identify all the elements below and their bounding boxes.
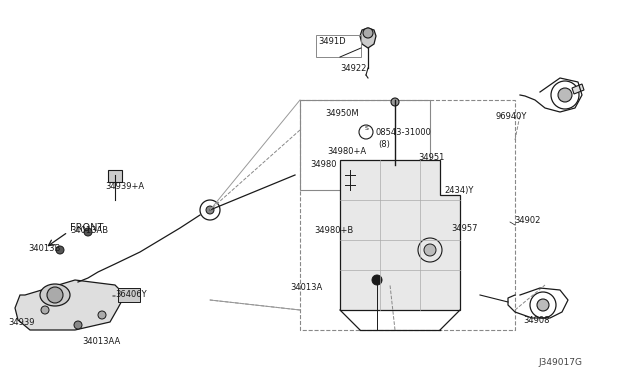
Text: (8): (8) [378,140,390,149]
Circle shape [47,287,63,303]
Text: 36406Y: 36406Y [115,290,147,299]
Circle shape [41,306,49,314]
Text: 34902: 34902 [514,216,540,225]
Text: 34013B: 34013B [28,244,60,253]
Text: 34950M: 34950M [325,109,358,118]
Circle shape [372,275,382,285]
Text: 96940Y: 96940Y [496,112,527,121]
Polygon shape [572,84,584,94]
Circle shape [424,244,436,256]
Text: 34980+B: 34980+B [314,226,353,235]
Text: 34013AB: 34013AB [70,226,108,235]
Text: J349017G: J349017G [538,358,582,367]
Circle shape [537,299,549,311]
Text: 34922: 34922 [340,64,366,73]
Text: 34939: 34939 [8,318,35,327]
Polygon shape [360,28,376,48]
Bar [108,170,122,182]
Text: 34980: 34980 [310,160,337,169]
Circle shape [98,311,106,319]
Bar [316,35,361,57]
Circle shape [363,28,373,38]
Text: 2434)Y: 2434)Y [444,186,474,195]
Bar [118,288,140,302]
Polygon shape [340,160,460,310]
Bar [300,100,430,190]
Circle shape [84,228,92,236]
Text: 08543-31000: 08543-31000 [375,128,431,137]
Text: S: S [365,126,369,131]
Text: 3491D: 3491D [318,37,346,46]
Circle shape [391,98,399,106]
Circle shape [558,88,572,102]
Circle shape [56,246,64,254]
Text: 34980+A: 34980+A [327,147,366,156]
Text: 34939+A: 34939+A [105,182,144,191]
Ellipse shape [40,284,70,306]
Text: 34908: 34908 [523,316,550,325]
Polygon shape [15,280,125,330]
Circle shape [74,321,82,329]
Text: 34013AA: 34013AA [82,337,120,346]
Text: 34957: 34957 [451,224,477,233]
Text: 34013A: 34013A [290,283,323,292]
Circle shape [206,206,214,214]
Text: FRONT: FRONT [70,223,104,233]
Text: 34951: 34951 [418,153,444,162]
Bar [300,100,515,330]
